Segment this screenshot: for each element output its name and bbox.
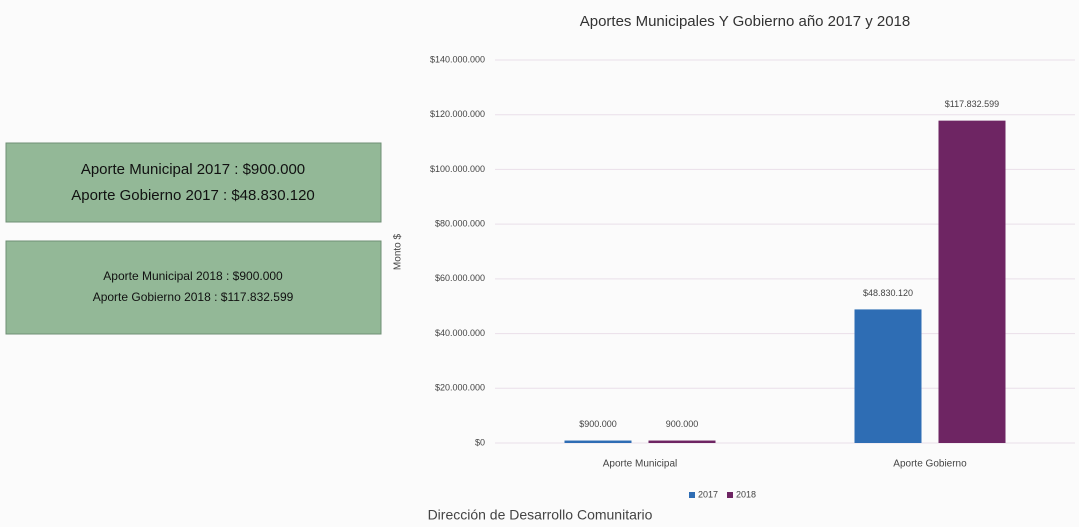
x-tick-label: Aporte Gobierno xyxy=(893,459,967,470)
legend-swatch xyxy=(689,492,695,498)
info-box xyxy=(5,142,382,223)
y-tick-label: $120.000.000 xyxy=(430,109,485,119)
y-tick-label: $100.000.000 xyxy=(430,164,485,174)
box-text: Aporte Municipal 2018 : $900.000 xyxy=(103,269,283,283)
value-label: $48.830.120 xyxy=(863,288,913,298)
bar xyxy=(564,440,632,443)
value-label: 900.000 xyxy=(666,419,699,429)
bar xyxy=(648,440,716,443)
chart-title: Aportes Municipales Y Gobierno año 2017 … xyxy=(580,13,911,30)
info-box xyxy=(5,240,382,335)
legend-swatch xyxy=(727,492,733,498)
y-tick-label: $40.000.000 xyxy=(435,328,485,338)
value-label: $900.000 xyxy=(579,419,617,429)
y-tick-label: $60.000.000 xyxy=(435,273,485,283)
y-tick-label: $140.000.000 xyxy=(430,54,485,64)
footer: Dirección de Desarrollo Comunitario xyxy=(428,507,653,523)
bar xyxy=(938,120,1006,443)
legend-label: 2018 xyxy=(736,489,756,499)
box-text: Aporte Municipal 2017 : $900.000 xyxy=(81,161,305,178)
y-axis-label: Monto $ xyxy=(393,233,404,270)
x-tick-label: Aporte Municipal xyxy=(603,459,677,470)
y-tick-label: $80.000.000 xyxy=(435,219,485,229)
value-label: $117.832.599 xyxy=(945,99,999,109)
y-tick-label: $0 xyxy=(475,437,485,447)
box-text: Aporte Gobierno 2017 : $48.830.120 xyxy=(71,187,315,204)
bar xyxy=(854,309,922,443)
box-text: Aporte Gobierno 2018 : $117.832.599 xyxy=(93,290,294,304)
legend-label: 2017 xyxy=(698,489,718,499)
y-tick-label: $20.000.000 xyxy=(435,383,485,393)
